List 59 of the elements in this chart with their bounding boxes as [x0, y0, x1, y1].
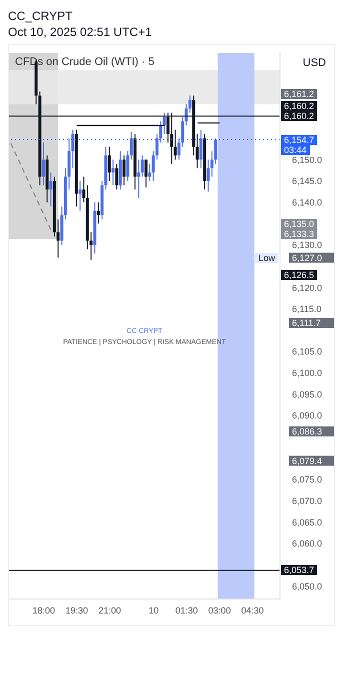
- candlestick: [78, 180, 82, 212]
- candlestick: [140, 154, 144, 178]
- y-tick-label: 6,079.4: [292, 456, 322, 466]
- x-tick-label: 21:00: [98, 605, 121, 616]
- y-tick-label: 6,070.0: [292, 496, 322, 506]
- candlestick: [108, 146, 111, 182]
- candlestick: [174, 129, 177, 160]
- candlestick: [162, 112, 166, 135]
- y-axis-title: USD: [302, 57, 326, 69]
- x-tick-label: 18:00: [32, 605, 56, 616]
- text: 6,133.3: [281, 228, 318, 239]
- text: 6,126.5: [281, 270, 318, 280]
- y-tick-label: 6,086.3: [292, 426, 322, 437]
- y-tick-label: 6,145.0: [292, 176, 322, 186]
- candlestick: [130, 131, 133, 160]
- x-tick-label: 19:30: [65, 605, 88, 616]
- text: Oct 10, 2025 02:51 UTC+1: [8, 24, 153, 40]
- y-tick-label: 6,130.0: [292, 240, 322, 250]
- candlestick: [199, 129, 202, 169]
- candlestick: [122, 154, 126, 186]
- candlestick: [49, 172, 52, 208]
- text: 6,160.2: [281, 100, 318, 110]
- text: 6,161.2: [281, 89, 318, 100]
- y-tick-label: 6,065.0: [292, 517, 322, 528]
- y-tick-label: 6,127.0: [292, 252, 322, 263]
- y-tick-label: 6,060.0: [292, 538, 322, 549]
- candlestick: [144, 159, 148, 188]
- y-tick-label: 6,140.0: [292, 197, 322, 208]
- candlestick: [96, 202, 100, 224]
- y-tick-label: 6,115.0: [292, 304, 322, 314]
- y-tick-label: 6,100.0: [292, 368, 322, 378]
- x-tick-label: 10: [148, 605, 159, 616]
- y-tick-label: 6,120.0: [292, 282, 322, 293]
- ref-line-label: 6,053.7: [281, 565, 318, 576]
- candlestick: [137, 159, 140, 199]
- x-tick-label: 03:00: [208, 605, 231, 616]
- ref-line-label: 6,160.2: [281, 111, 318, 122]
- y-tick-label: 6,050.0: [292, 581, 322, 592]
- text: 03:44: [281, 144, 310, 155]
- y-tick-label: 6,111.7: [292, 318, 321, 328]
- candlestick: [71, 129, 74, 169]
- candlestick: [42, 142, 45, 186]
- candlestick: [148, 163, 152, 182]
- y-tick-label: 6,150.0: [292, 154, 322, 165]
- y-tick-label: 6,075.0: [292, 474, 322, 485]
- x-tick-label: 04:30: [241, 605, 264, 616]
- candlestick: [196, 134, 199, 169]
- y-tick-label: 6,105.0: [292, 346, 322, 357]
- annotation: Low: [255, 252, 278, 263]
- candlestick: [115, 163, 118, 190]
- candlestick: [82, 176, 86, 203]
- candlestick: [126, 150, 130, 182]
- candlestick: [112, 159, 115, 186]
- chart-subtitle: CC_CRYPT: [8, 8, 74, 24]
- x-tick-label: 01:30: [175, 605, 198, 616]
- text: 6,135.0: [281, 218, 318, 229]
- y-tick-label: 6,095.0: [292, 389, 322, 400]
- y-tick-label: 6,090.0: [292, 410, 322, 421]
- ref-line-label: 6,154.7: [281, 134, 318, 145]
